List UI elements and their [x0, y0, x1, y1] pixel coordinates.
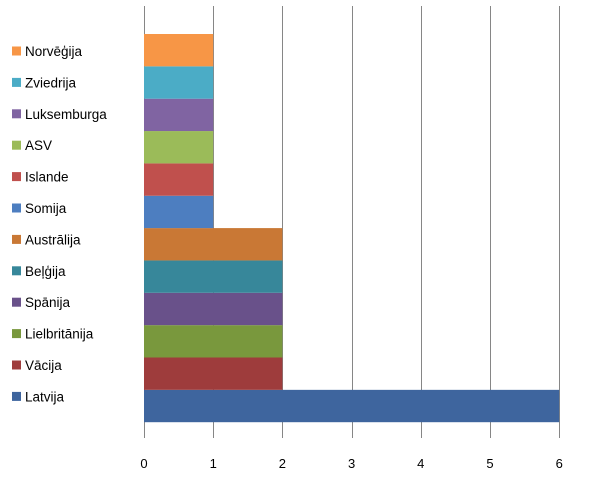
x-tick-label: 5: [486, 456, 493, 471]
legend-item-asv: ASV: [12, 138, 52, 153]
x-tick-label: 0: [140, 456, 147, 471]
legend-label: Vācija: [25, 358, 62, 373]
bar-islande: [144, 163, 214, 196]
legend-swatch: [12, 109, 21, 119]
legend-swatch: [12, 140, 21, 150]
bar-norvegija: [144, 34, 214, 67]
legend-item-islande: Islande: [12, 170, 69, 185]
bar-zviedrija: [144, 66, 214, 99]
legend-item-somija: Somija: [12, 201, 67, 216]
x-tick-label: 1: [210, 456, 217, 471]
x-tick-label: 6: [556, 456, 563, 471]
legend-swatch: [12, 172, 21, 182]
legend-item-vacija: Vācija: [12, 358, 62, 373]
legend-label: Austrālija: [25, 232, 81, 247]
gridlines: [144, 6, 560, 438]
legend-label: Spānija: [25, 295, 71, 310]
legend-label: Lielbritānija: [25, 327, 94, 342]
legend: Norvēģija Zviedrija Luksemburga ASV Islande S…: [12, 44, 107, 404]
legend-swatch: [12, 297, 21, 307]
legend-swatch: [12, 329, 21, 339]
legend-label: Norvēģija: [25, 44, 83, 59]
legend-item-zviedrija: Zviedrija: [12, 75, 77, 90]
bar-belgija: [144, 260, 283, 293]
legend-swatch: [12, 266, 21, 276]
x-tick-label: 3: [348, 456, 355, 471]
x-tick-labels: 0 1 2 3 4 5 6: [140, 456, 562, 471]
bar-asv: [144, 131, 214, 164]
bar-australija: [144, 228, 283, 261]
bar-spanija: [144, 292, 283, 326]
bars: [144, 34, 560, 423]
bar-luksemburga: [144, 98, 214, 132]
legend-item-belgija: Beļģija: [12, 264, 66, 279]
legend-item-australija: Austrālija: [12, 232, 81, 247]
legend-swatch: [12, 234, 21, 244]
bar-lielbritanija: [144, 325, 283, 358]
legend-label: ASV: [25, 138, 52, 153]
legend-item-spanija: Spānija: [12, 295, 71, 310]
legend-swatch: [12, 203, 21, 213]
legend-label: Luksemburga: [25, 107, 107, 122]
x-tick-label: 4: [417, 456, 424, 471]
legend-item-latvija: Latvija: [12, 389, 65, 404]
legend-item-luksemburga: Luksemburga: [12, 107, 107, 122]
legend-swatch: [12, 391, 21, 401]
legend-swatch: [12, 360, 21, 370]
legend-label: Latvija: [25, 389, 65, 404]
bar-vacija: [144, 357, 283, 390]
legend-label: Islande: [25, 170, 69, 185]
legend-item-norvegija: Norvēģija: [12, 44, 83, 59]
legend-label: Somija: [25, 201, 67, 216]
bar-latvija: [144, 389, 560, 423]
legend-label: Beļģija: [25, 264, 66, 279]
legend-item-lielbritanija: Lielbritānija: [12, 327, 94, 342]
legend-swatch: [12, 46, 21, 56]
legend-label: Zviedrija: [25, 75, 77, 90]
legend-swatch: [12, 77, 21, 87]
x-tick-label: 2: [279, 456, 286, 471]
bar-somija: [144, 195, 214, 229]
